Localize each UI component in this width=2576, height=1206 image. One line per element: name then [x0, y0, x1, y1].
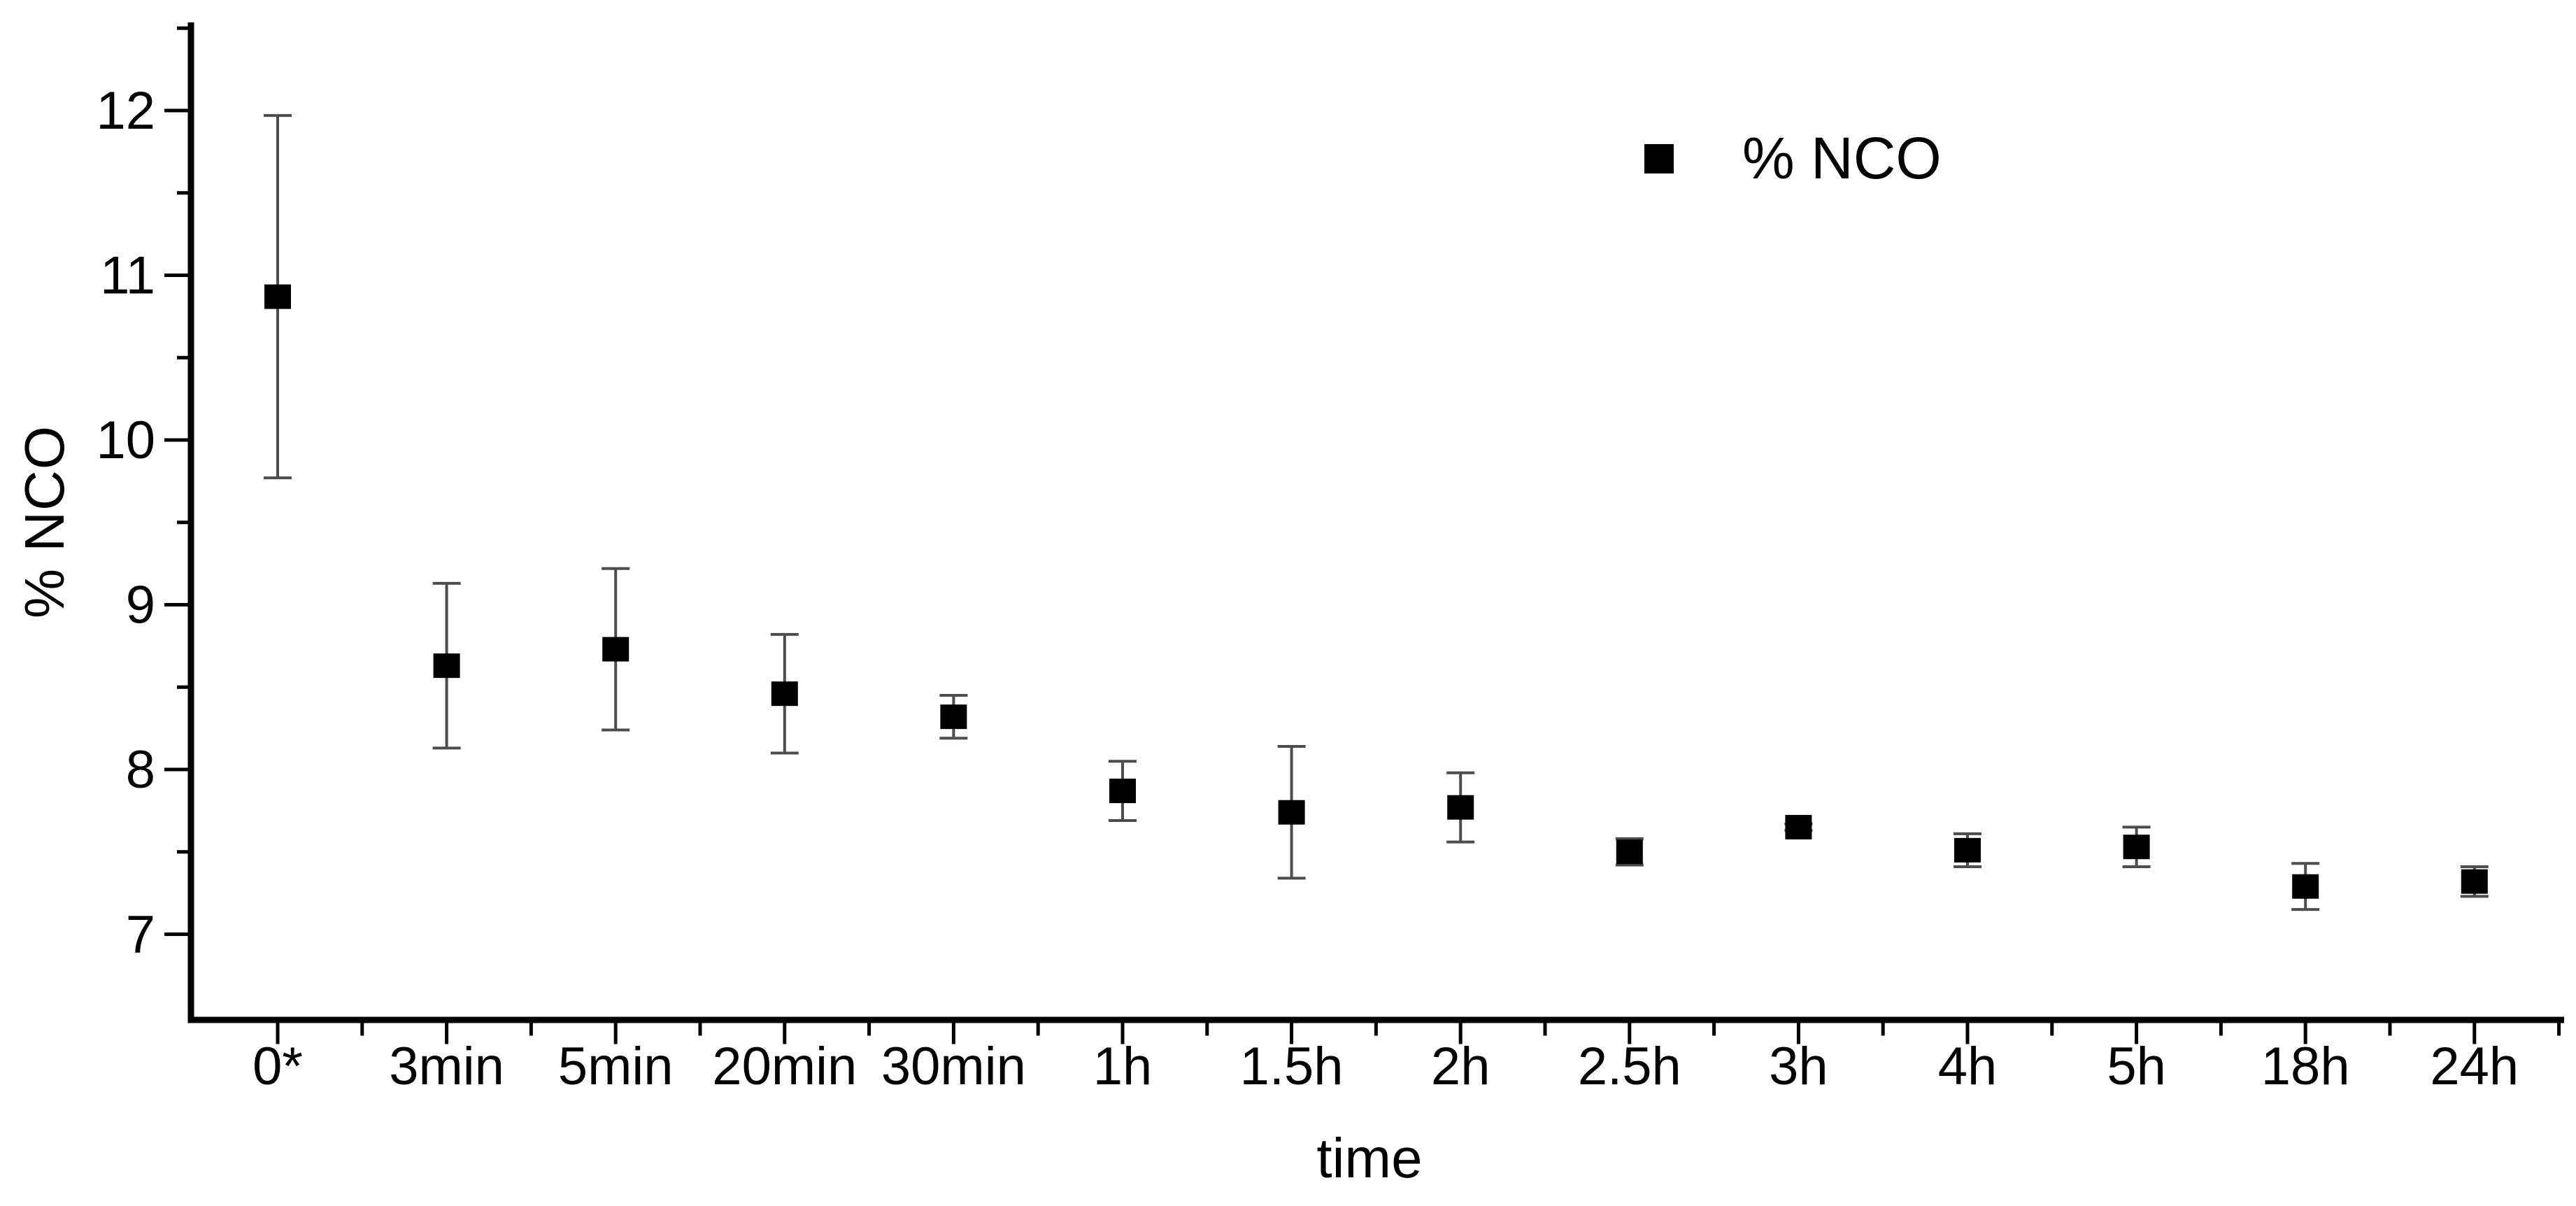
x-tick-label: 0* [252, 1037, 303, 1096]
x-tick-label: 5h [2107, 1037, 2166, 1096]
data-point-marker [433, 653, 460, 679]
x-tick-label: 24h [2430, 1037, 2519, 1096]
data-point-marker [2292, 874, 2319, 899]
data-point-marker [940, 704, 967, 730]
x-tick-label: 2h [1431, 1037, 1490, 1096]
x-axis-title: time [1316, 1127, 1423, 1189]
x-tick-label: 2.5h [1578, 1037, 1681, 1096]
x-tick-label: 18h [2261, 1037, 2350, 1096]
data-point-marker [264, 284, 291, 309]
x-tick-label: 3min [389, 1037, 504, 1096]
y-tick-label: 10 [96, 411, 155, 470]
data-point-marker [1109, 779, 1136, 804]
y-axis-title: % NCO [13, 425, 76, 619]
data-point-marker [2461, 869, 2488, 894]
data-point-marker [1785, 814, 1812, 839]
y-tick-label: 8 [126, 740, 155, 800]
x-tick-label: 3h [1769, 1037, 1828, 1096]
y-tick-label: 7 [126, 905, 155, 965]
x-tick-label: 1.5h [1240, 1037, 1344, 1096]
y-tick-label: 11 [100, 246, 155, 306]
legend: % NCO [1644, 125, 1942, 192]
data-point-marker [1278, 800, 1305, 825]
y-tick-label: 12 [96, 81, 155, 141]
data-point-marker [2123, 835, 2150, 860]
x-tick-label: 20min [712, 1037, 857, 1096]
y-tick-label: 9 [126, 576, 155, 635]
data-point-marker [602, 637, 629, 662]
data-point-marker [1954, 837, 1981, 863]
legend-marker-square [1644, 143, 1674, 173]
legend-label: % NCO [1742, 125, 1942, 191]
data-point-marker [771, 681, 798, 707]
data-point-marker [1616, 839, 1643, 865]
x-tick-label: 4h [1938, 1037, 1998, 1096]
x-tick-label: 30min [881, 1037, 1026, 1096]
data-point-marker [1447, 795, 1474, 820]
x-tick-label: 1h [1093, 1037, 1153, 1096]
x-tick-label: 5min [558, 1037, 674, 1096]
